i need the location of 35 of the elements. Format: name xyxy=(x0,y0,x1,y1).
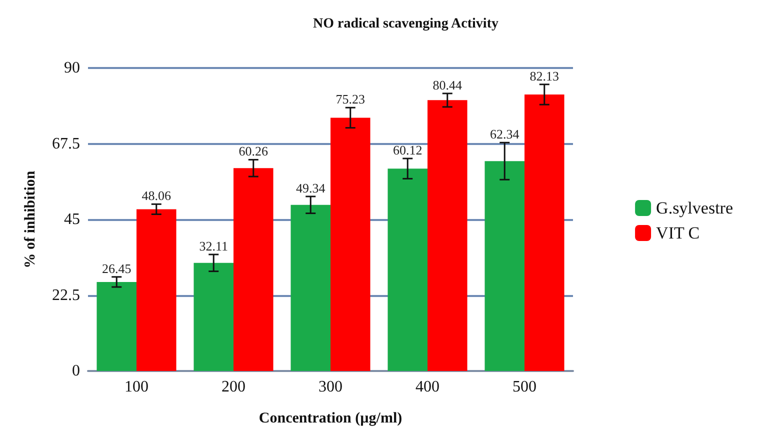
bar xyxy=(330,118,370,371)
y-tick-label: 0 xyxy=(72,362,80,380)
y-tick-label: 90 xyxy=(64,60,80,76)
x-tick-label: 200 xyxy=(222,378,246,396)
legend-label: G.sylvestre xyxy=(656,198,734,218)
x-tick-label: 300 xyxy=(318,378,342,396)
data-label: 75.23 xyxy=(336,92,366,107)
data-label: 60.26 xyxy=(238,144,269,159)
bar xyxy=(484,161,524,371)
data-label: 32.11 xyxy=(199,238,228,254)
x-tick-label: 100 xyxy=(124,378,148,396)
y-axis-title: % of inhibition xyxy=(22,170,38,268)
y-tick-label: 22.5 xyxy=(52,286,80,304)
x-axis-title: Concentration (µg/ml) xyxy=(258,410,402,426)
data-label: 82.13 xyxy=(530,68,560,84)
bar xyxy=(96,282,136,371)
data-label: 80.44 xyxy=(432,77,463,92)
bar xyxy=(234,168,274,371)
bar xyxy=(194,262,234,371)
data-label: 62.34 xyxy=(490,126,520,142)
bar xyxy=(136,209,176,371)
data-label: 26.45 xyxy=(102,260,132,276)
y-tick-label: 45 xyxy=(64,211,80,228)
bar xyxy=(388,168,428,371)
data-label: 60.12 xyxy=(392,142,422,158)
x-tick-label: 400 xyxy=(416,378,440,396)
bar xyxy=(524,94,564,371)
data-label: 48.06 xyxy=(142,188,172,204)
y-tick-label: 67.5 xyxy=(52,135,80,152)
bar xyxy=(428,100,468,371)
chart-title: NO radical scavenging Activity xyxy=(313,16,498,32)
bar xyxy=(290,204,330,371)
data-label: 49.34 xyxy=(296,180,326,196)
x-tick-label: 500 xyxy=(512,378,536,396)
legend-label: VIT C xyxy=(656,224,700,242)
